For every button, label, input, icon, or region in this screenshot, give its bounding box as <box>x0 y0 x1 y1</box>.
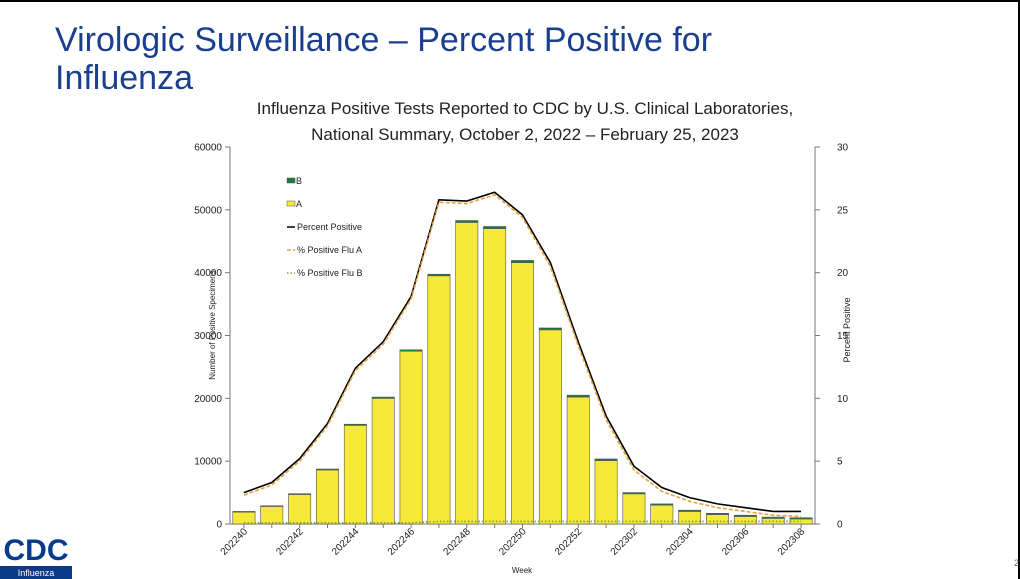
slide-title: Influenza <box>55 59 193 97</box>
page-number: 2 <box>1014 558 1019 568</box>
logo-band <box>0 566 72 579</box>
bar <box>566 394 590 398</box>
bar <box>650 503 674 506</box>
bar <box>316 469 339 525</box>
legend-label: A <box>296 199 302 209</box>
logo-caption: Influenza <box>18 568 55 578</box>
x-tick-label: 202306 <box>720 526 752 558</box>
x-tick-label: 202252 <box>553 526 585 558</box>
x-tick-label: 202248 <box>442 526 474 558</box>
y-tick-label: 30000 <box>194 331 222 342</box>
y2-tick-label: 15 <box>837 331 849 342</box>
x-tick-label: 202246 <box>386 526 418 558</box>
x-tick-label: 202250 <box>497 526 529 558</box>
y2-tick-label: 0 <box>837 520 843 531</box>
legend-swatch <box>286 177 296 184</box>
bar <box>538 329 562 525</box>
slide-title: Virologic Surveillance – Percent Positiv… <box>55 21 713 59</box>
bar <box>511 262 534 525</box>
y-tick-label: 10000 <box>194 457 222 468</box>
x-tick-label: 202302 <box>609 526 641 558</box>
y-tick-label: 20000 <box>194 394 222 405</box>
line <box>243 191 802 513</box>
bar <box>343 423 367 426</box>
x-tick-label: 202240 <box>219 526 251 558</box>
x-tick-label: 202244 <box>330 526 362 558</box>
y-axis-label: Number of Positive Specimens <box>208 270 217 379</box>
bar <box>566 396 590 525</box>
legend-label: % Positive Flu A <box>297 245 362 255</box>
y-tick-label: 0 <box>216 520 222 531</box>
bar <box>622 493 646 525</box>
y-tick-label: 50000 <box>194 205 222 216</box>
y2-tick-label: 5 <box>837 457 843 468</box>
bar <box>427 273 451 277</box>
bar <box>288 493 312 495</box>
line <box>243 193 802 518</box>
x-tick-label: 202242 <box>274 526 306 558</box>
x-axis-label: Week <box>512 566 533 575</box>
legend-label: B <box>296 176 302 186</box>
logo-mark: CDC <box>4 534 69 567</box>
bar <box>260 505 284 507</box>
y2-tick-label: 10 <box>837 394 849 405</box>
y2-tick-label: 20 <box>837 268 849 279</box>
bar <box>761 516 785 519</box>
bar <box>483 228 507 525</box>
bar <box>538 327 562 331</box>
bar <box>706 514 729 525</box>
chart-title: Influenza Positive Tests Reported to CDC… <box>257 99 793 118</box>
y-tick-label: 40000 <box>194 268 222 279</box>
bar <box>260 506 284 525</box>
bar <box>511 260 534 263</box>
bar <box>288 494 312 525</box>
x-tick-label: 202308 <box>776 526 808 558</box>
bar <box>733 514 757 517</box>
y2-tick-label: 30 <box>837 143 849 154</box>
bar <box>343 425 367 525</box>
bar <box>427 275 451 525</box>
bar <box>678 509 702 512</box>
bar <box>455 222 479 525</box>
bar <box>594 458 618 461</box>
chart-title: National Summary, October 2, 2022 – Febr… <box>311 125 739 144</box>
legend-swatch <box>286 200 296 207</box>
bar <box>371 396 395 399</box>
legend-label: Percent Positive <box>297 222 362 232</box>
bar <box>455 220 479 223</box>
bar <box>399 350 423 525</box>
bar <box>371 398 395 525</box>
bar <box>316 468 339 471</box>
legend-label: % Positive Flu B <box>297 268 363 278</box>
bar <box>733 516 757 525</box>
bar <box>789 517 813 520</box>
bar <box>232 511 256 513</box>
bar <box>483 226 507 229</box>
y-tick-label: 60000 <box>194 143 222 154</box>
y2-axis-label: Percent Positive <box>842 297 852 362</box>
bar <box>622 492 646 495</box>
y2-tick-label: 25 <box>837 205 849 216</box>
bar <box>399 349 423 352</box>
bar <box>594 460 618 525</box>
bar <box>706 513 729 515</box>
x-tick-label: 202304 <box>664 526 696 558</box>
